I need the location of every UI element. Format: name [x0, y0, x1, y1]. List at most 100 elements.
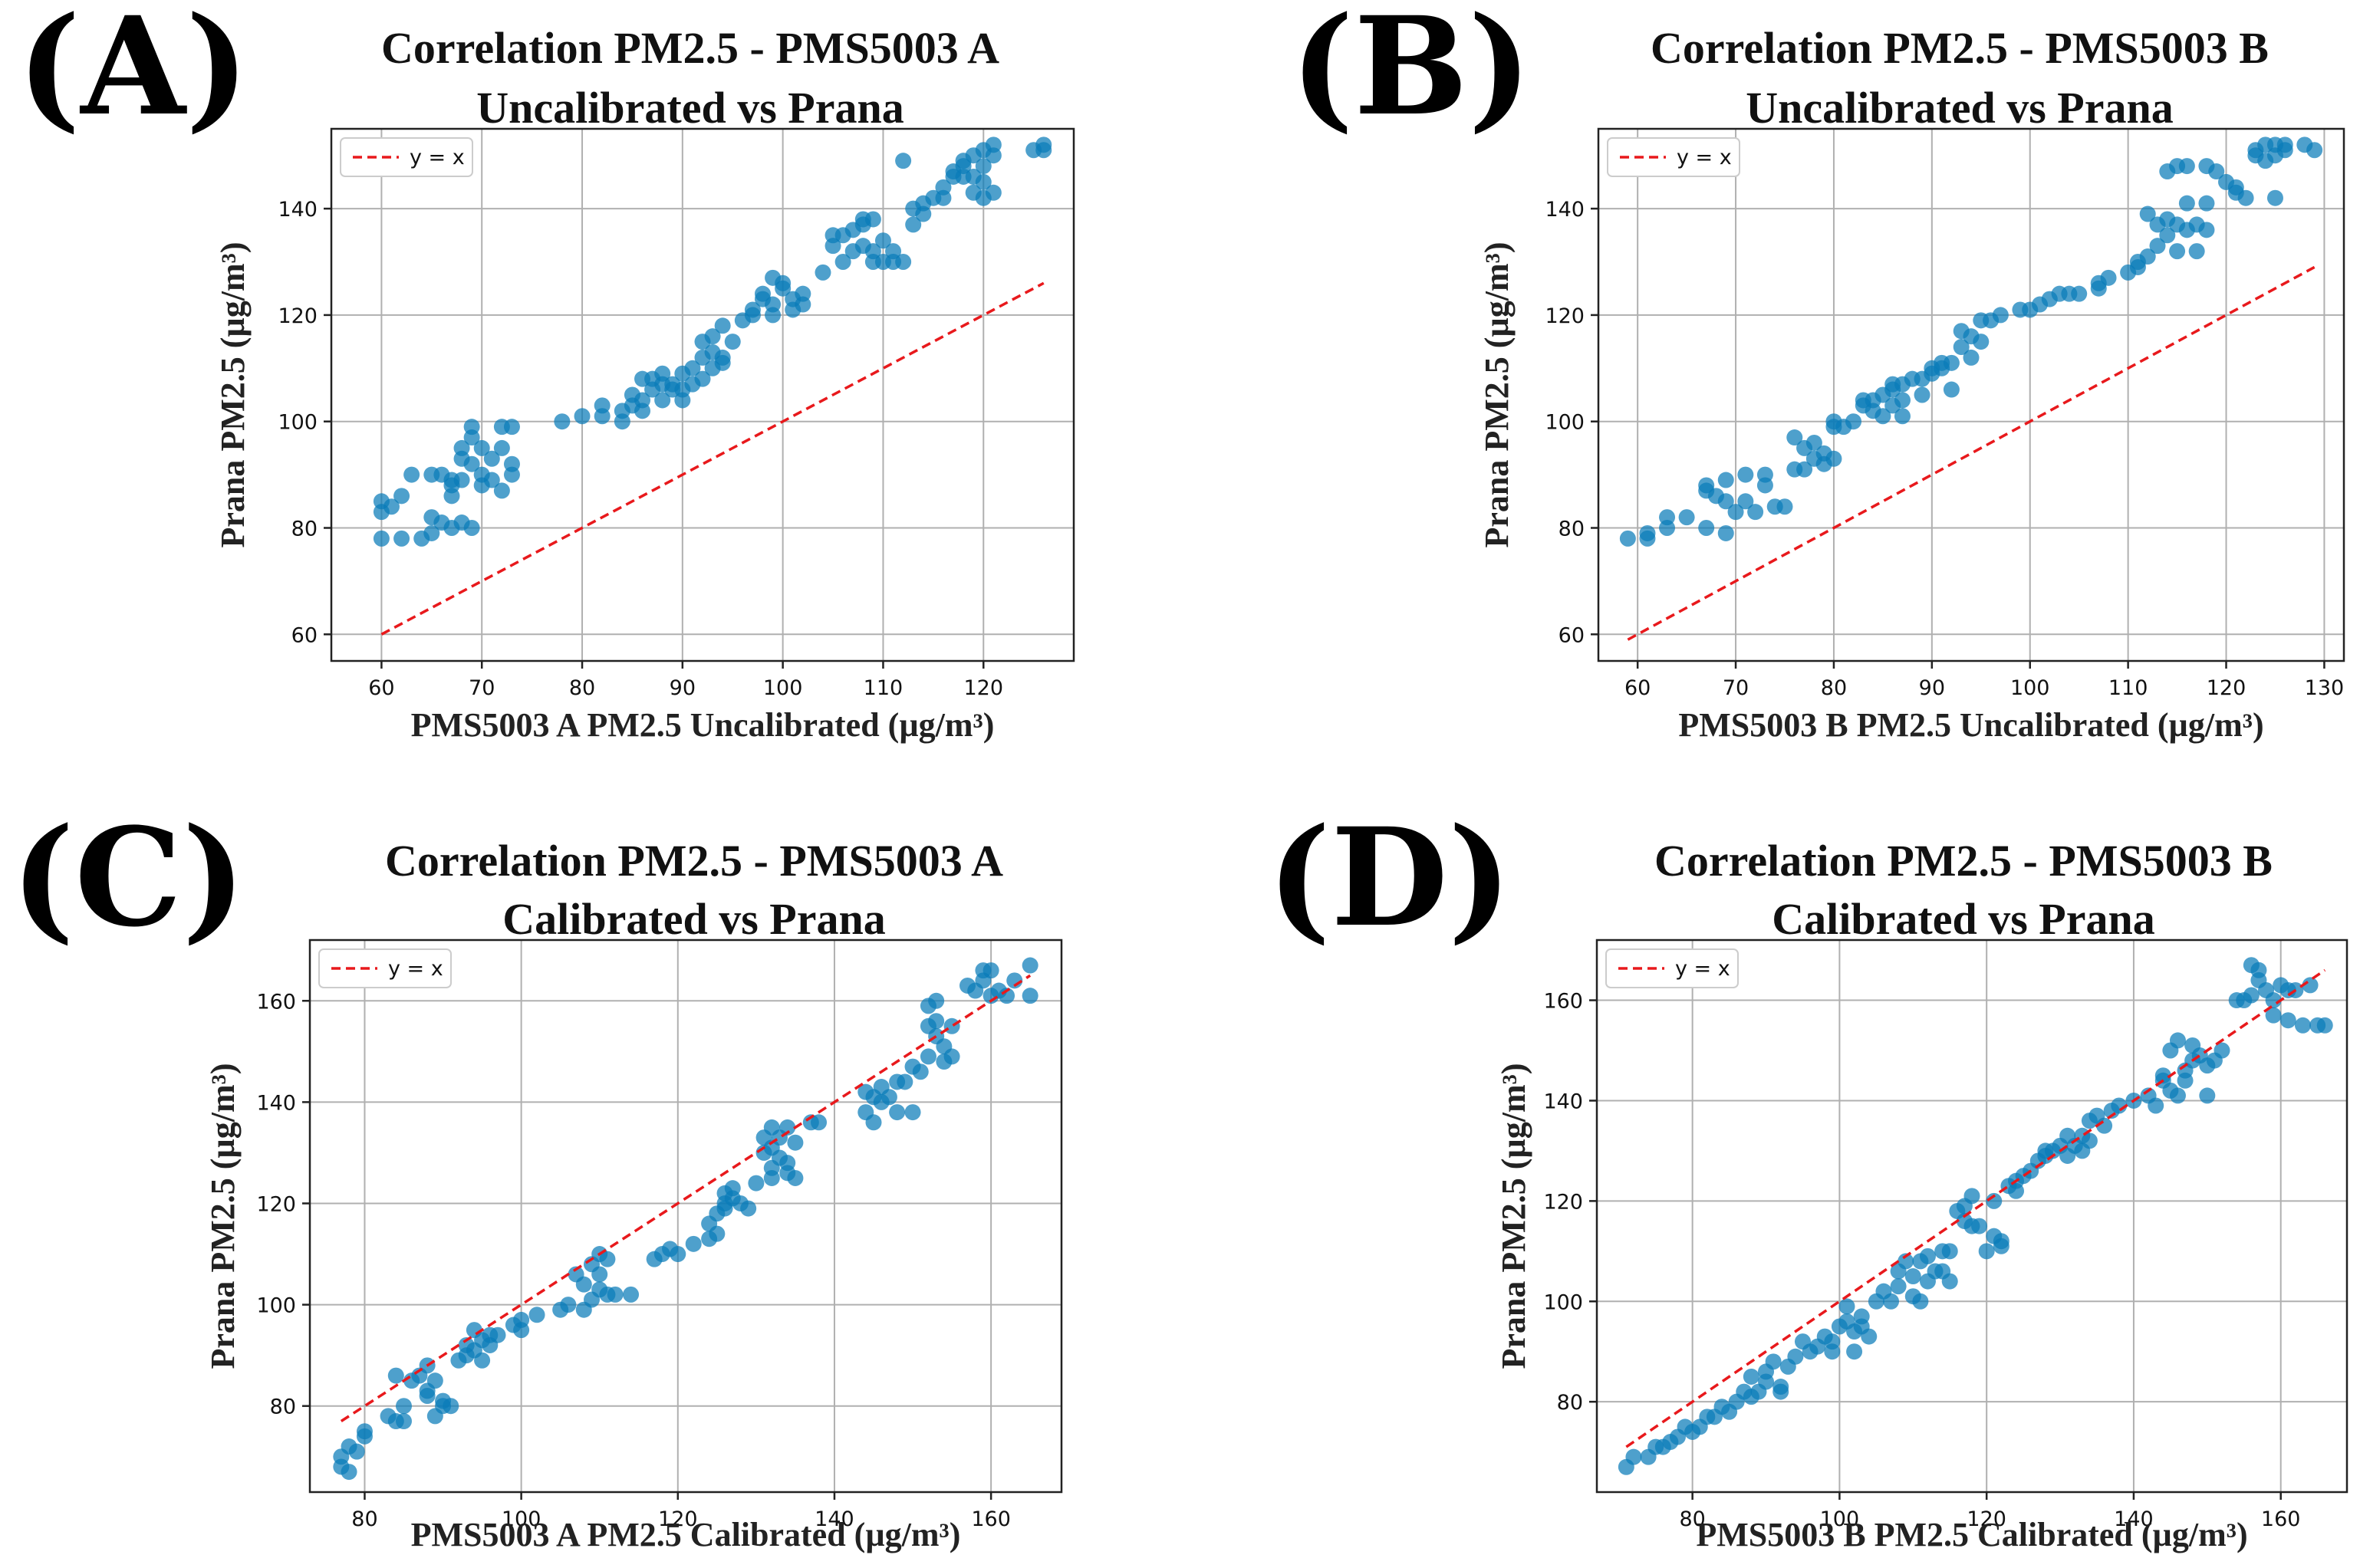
- x-tick-label: 110: [864, 676, 904, 700]
- scatter-point: [864, 211, 881, 228]
- scatter-point: [1756, 477, 1773, 494]
- y-tick-label: 100: [278, 411, 318, 435]
- scatter-point: [889, 1104, 906, 1121]
- legend-box: [1605, 948, 1739, 988]
- scatter-point: [740, 1200, 757, 1217]
- scatter-point: [393, 488, 410, 505]
- scatter-point: [599, 1251, 616, 1267]
- scatter-point: [493, 439, 510, 456]
- scatter-point: [935, 179, 952, 196]
- scatter-point: [2306, 142, 2323, 159]
- scatter-point: [387, 1367, 404, 1384]
- scatter-point: [453, 439, 470, 456]
- scatter-point: [419, 1387, 436, 1404]
- scatter-point: [503, 419, 520, 436]
- scatter-point: [1971, 1218, 1988, 1234]
- plot-frame: [1597, 127, 2345, 662]
- scatter-point: [1883, 1293, 1900, 1310]
- scatter-point: [2302, 977, 2319, 994]
- x-axis-title: PMS5003 A PM2.5 Calibrated (µg/m³): [411, 1516, 961, 1553]
- scatter-point: [865, 1114, 882, 1131]
- legend: y = x: [1607, 137, 1740, 177]
- x-tick-label: 80: [1679, 1507, 1705, 1531]
- x-tick-label: 100: [2010, 676, 2050, 700]
- scatter-point: [744, 301, 761, 318]
- scatter-point: [2294, 1017, 2311, 1034]
- scatter-point: [1943, 354, 1960, 371]
- x-tick-label: 100: [502, 1507, 541, 1531]
- scatter-point: [724, 334, 741, 350]
- scatter-point: [985, 184, 1002, 201]
- scatter-point: [1747, 504, 1764, 521]
- scatter-point: [426, 1372, 443, 1389]
- scatter-point: [463, 455, 480, 472]
- scatter-point: [880, 1089, 897, 1106]
- scatter-point: [2111, 1097, 2128, 1114]
- y-tick-label: 160: [256, 990, 296, 1014]
- scatter-point: [1890, 1278, 1907, 1295]
- x-tick-label: 140: [2114, 1507, 2154, 1531]
- scatter-point: [694, 370, 711, 387]
- x-tick-label: 100: [1820, 1507, 1860, 1531]
- scatter-point: [634, 403, 651, 419]
- plot-frame: [1595, 938, 2348, 1494]
- scatter-point: [2159, 227, 2176, 244]
- scatter-point: [795, 296, 811, 313]
- scatter-point: [1953, 339, 1970, 356]
- x-tick-label: 80: [569, 676, 595, 700]
- legend-box: [1607, 137, 1740, 177]
- x-tick-label: 60: [368, 676, 394, 700]
- scatter-point: [1787, 1348, 1804, 1365]
- scatter-point: [1786, 429, 1803, 446]
- scatter-point: [748, 1175, 765, 1192]
- scatter-point: [483, 472, 500, 488]
- scatter-point: [1963, 349, 1980, 366]
- scatter-point: [1824, 1343, 1841, 1360]
- y-tick-label: 80: [1559, 518, 1585, 541]
- legend: y = x: [318, 948, 452, 988]
- scatter-point: [815, 264, 831, 281]
- scatter-point: [654, 365, 671, 382]
- scatter-point: [554, 413, 571, 430]
- scatter-point: [1796, 461, 1813, 478]
- scatter-point: [1861, 1328, 1878, 1345]
- scatter-point: [985, 147, 1002, 164]
- scatter-point: [763, 1169, 780, 1186]
- scatter-point: [1639, 524, 1656, 541]
- scatter-point: [2149, 238, 2166, 255]
- y-axis-title: Prana PM2.5 (µg/m³): [214, 242, 252, 547]
- scatter-point: [2169, 1087, 2186, 1104]
- scatter-point: [1022, 988, 1038, 1004]
- panel-label: (C): [11, 798, 246, 957]
- x-tick-label: 100: [763, 676, 803, 700]
- x-axis-title: PMS5003 A PM2.5 Uncalibrated (µg/m³): [411, 706, 995, 744]
- scatter-point: [2276, 136, 2293, 153]
- scatter-point: [2177, 1072, 2194, 1089]
- scatter-point: [591, 1266, 608, 1283]
- x-tick-label: 80: [1821, 676, 1847, 700]
- scatter-point: [1619, 530, 1636, 547]
- scatter-point: [895, 254, 912, 270]
- scatter-point: [787, 1169, 804, 1186]
- scatter-point: [623, 1286, 640, 1303]
- scatter-point: [483, 450, 500, 467]
- scatter-point: [943, 1017, 960, 1034]
- chart-panel-0: (A) Correlation PM2.5 - PMS5003 A Uncalibr…: [17, 0, 1075, 744]
- legend-box: [318, 948, 452, 988]
- scatter-point: [864, 243, 881, 260]
- scatter-point: [1978, 1243, 1995, 1260]
- scatter-point: [975, 158, 992, 175]
- y-tick-label: 100: [1543, 1290, 1583, 1314]
- scatter-point: [2227, 179, 2244, 196]
- scatter-point: [2100, 269, 2117, 286]
- x-tick-label: 130: [2305, 676, 2345, 700]
- scatter-point: [607, 1286, 624, 1303]
- reference-line-y-equals-x: [1625, 968, 2326, 1448]
- scatter-point: [1941, 1243, 1958, 1260]
- y-axis-title: Prana PM2.5 (µg/m³): [1495, 1063, 1532, 1369]
- scatter-point: [403, 466, 420, 483]
- chart-panel-2: (C) Correlation PM2.5 - PMS5003 A Calibrat…: [11, 798, 1063, 1553]
- x-tick-label: 140: [815, 1507, 854, 1531]
- scatter-point: [765, 307, 782, 324]
